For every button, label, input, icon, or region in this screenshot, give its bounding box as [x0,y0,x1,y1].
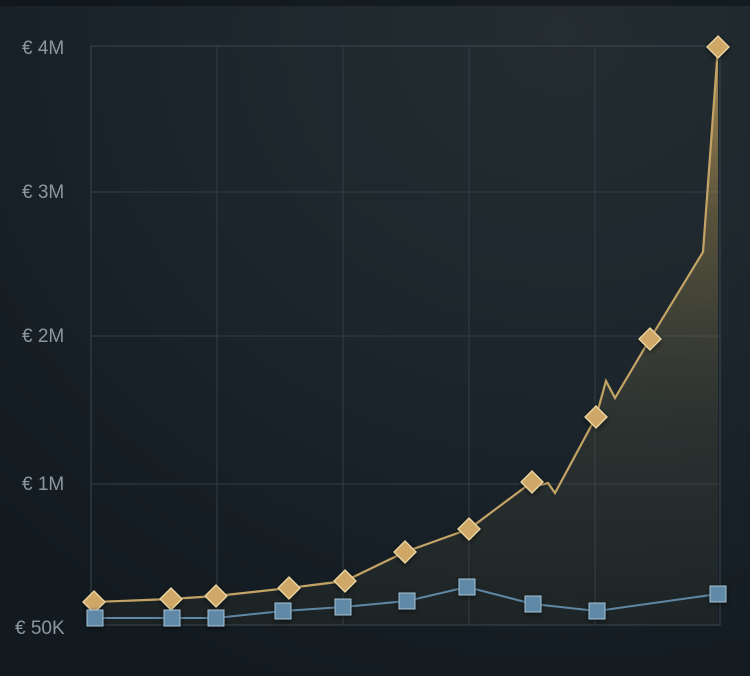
svg-text:€ 2M: € 2M [22,326,64,347]
svg-text:€ 50K: € 50K [15,618,65,639]
svg-text:€ 3M: € 3M [22,182,64,203]
svg-text:€ 1M: € 1M [22,474,64,495]
svg-text:€ 4M: € 4M [22,38,64,59]
